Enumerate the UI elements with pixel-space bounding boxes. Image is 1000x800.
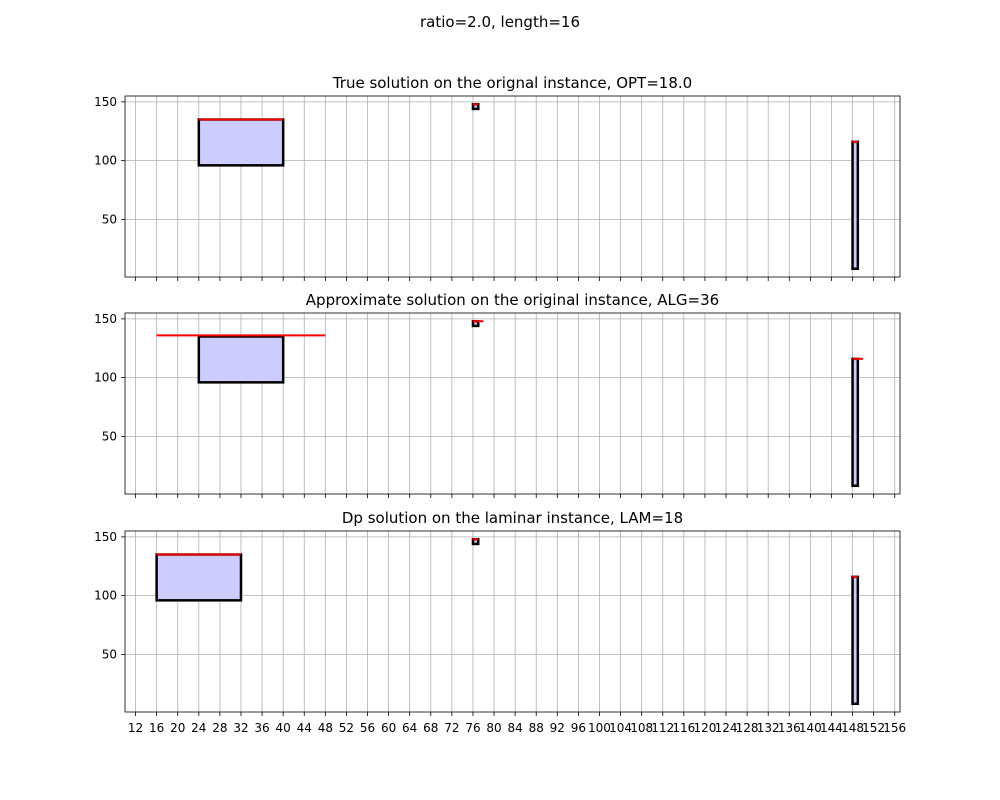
- x-tick-label: 44: [297, 721, 312, 735]
- x-tick-label: 76: [465, 721, 480, 735]
- x-tick-label: 124: [715, 721, 738, 735]
- subplot-title: Approximate solution on the original ins…: [306, 291, 719, 309]
- plot-area: [155, 537, 860, 706]
- x-tick-label: 24: [191, 721, 206, 735]
- x-tick-label: 72: [444, 721, 459, 735]
- y-tick-label: 100: [94, 589, 117, 603]
- x-tick-label: 148: [841, 721, 864, 735]
- axes-frame: [124, 312, 901, 495]
- y-tick-label: 50: [102, 212, 117, 226]
- x-tick-label: 64: [402, 721, 417, 735]
- x-tick-label: 48: [318, 721, 333, 735]
- x-tick-label: 52: [339, 721, 354, 735]
- x-tick-label: 12: [128, 721, 143, 735]
- x-tick-label: 156: [883, 721, 906, 735]
- x-tick-label: 140: [799, 721, 822, 735]
- plot-area: [156, 319, 864, 488]
- x-tick-label: 84: [507, 721, 522, 735]
- x-tick-label: 60: [381, 721, 396, 735]
- x-tick-label: 116: [672, 721, 695, 735]
- x-tick-label: 108: [630, 721, 653, 735]
- x-tick-label: 88: [529, 721, 544, 735]
- x-tick-label: 56: [360, 721, 375, 735]
- y-tick-label: 50: [102, 647, 117, 661]
- x-tick-label: 40: [276, 721, 291, 735]
- x-tick-label: 144: [820, 721, 843, 735]
- x-tick-label: 112: [651, 721, 674, 735]
- subplot-3: 12 16 20 24 28 32 36 40 44 48 52 56 60 64 68 72 76 80 84 88…: [94, 509, 906, 735]
- axes-frame: [124, 530, 901, 713]
- axes-frame: [124, 95, 901, 278]
- x-tick-label: 132: [757, 721, 780, 735]
- x-tick-label: 36: [254, 721, 269, 735]
- y-tick-label: 100: [94, 371, 117, 385]
- x-tick-label: 100: [588, 721, 611, 735]
- x-tick-label: 20: [170, 721, 185, 735]
- x-tick-label: 128: [736, 721, 759, 735]
- x-tick-label: 104: [609, 721, 632, 735]
- plot-area: [197, 102, 860, 271]
- figure-suptitle: ratio=2.0, length=16: [419, 13, 580, 31]
- y-tick-label: 150: [94, 312, 117, 326]
- interval-box: [155, 553, 243, 602]
- interval-box: [851, 140, 860, 271]
- subplot-title: Dp solution on the laminar instance, LAM…: [342, 509, 683, 527]
- x-tick-label: 68: [423, 721, 438, 735]
- interval-box: [197, 335, 285, 384]
- x-tick-label: 96: [571, 721, 586, 735]
- interval-box: [851, 357, 860, 488]
- y-tick-label: 100: [94, 154, 117, 168]
- x-tick-label: 28: [212, 721, 227, 735]
- subplot-title: True solution on the orignal instance, O…: [332, 74, 692, 92]
- subplot-2: 50 100 150 Approximate solution on the orig…: [94, 291, 901, 498]
- x-tick-label: 32: [233, 721, 248, 735]
- x-tick-label: 16: [149, 721, 164, 735]
- subplot-1: 50 100 150 True solution on the orignal ins…: [94, 74, 901, 281]
- interval-box: [197, 118, 285, 167]
- y-tick-label: 50: [102, 429, 117, 443]
- x-tick-label: 136: [778, 721, 801, 735]
- x-tick-label: 152: [862, 721, 885, 735]
- x-tick-label: 80: [486, 721, 501, 735]
- x-tick-label: 92: [550, 721, 565, 735]
- y-tick-label: 150: [94, 95, 117, 109]
- x-tick-label: 120: [693, 721, 716, 735]
- y-tick-label: 150: [94, 530, 117, 544]
- interval-box: [851, 575, 860, 706]
